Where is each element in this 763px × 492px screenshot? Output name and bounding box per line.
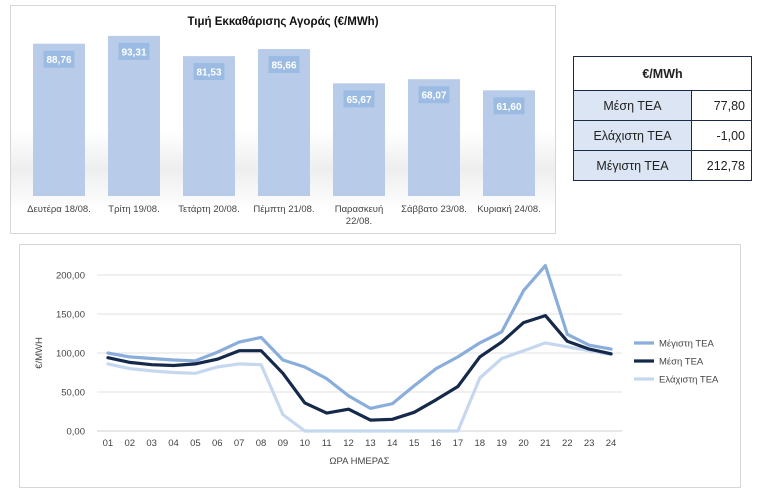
- y-tick-label: 50,00: [61, 388, 85, 399]
- x-tick-label: 04: [168, 438, 179, 449]
- x-tick-label: Τετάρτη 20/08.: [178, 204, 239, 215]
- x-tick-label: 22/08.: [346, 216, 372, 227]
- y-tick-label: 0,00: [67, 427, 86, 438]
- stats-table-header: €/MWh: [573, 56, 752, 91]
- x-tick-label: 23: [584, 438, 595, 449]
- bar-value-label-bg: [418, 86, 450, 104]
- x-tick-label: 08: [256, 438, 267, 449]
- stats-row-label: Μέση ΤΕΑ: [573, 90, 692, 121]
- x-tick-label: 03: [146, 438, 157, 449]
- stats-row-label: Μέγιστη ΤΕΑ: [573, 150, 692, 181]
- y-tick-label: 150,00: [56, 310, 85, 321]
- bar-value-label-bg: [493, 97, 525, 115]
- bar: [258, 49, 310, 196]
- x-tick-label: 17: [453, 438, 464, 449]
- series-line: [106, 313, 613, 422]
- legend-label: Ελάχιστη ΤΕΑ: [659, 375, 719, 386]
- x-tick-label: Παρασκευή: [335, 204, 384, 215]
- x-tick-label: Σάββατο 23/08.: [401, 204, 467, 215]
- x-tick-label: Κυριακή 24/08.: [477, 204, 541, 215]
- bar-value-label: 81,53: [196, 68, 221, 79]
- bar-value-label: 61,60: [496, 102, 521, 113]
- x-tick-label: 13: [365, 438, 376, 449]
- stats-row-value: 212,78: [691, 150, 752, 181]
- bar-value-label: 93,31: [121, 47, 146, 58]
- bar-chart-panel: Τιμή Εκκαθάρισης Αγοράς (€/MWh) 88,76 Δευ…: [10, 5, 556, 234]
- series-line: [106, 341, 613, 433]
- x-tick-label: 15: [409, 438, 420, 449]
- x-tick-label: 14: [387, 438, 398, 449]
- x-tick-label: 02: [125, 438, 136, 449]
- x-tick-label: 12: [343, 438, 354, 449]
- x-tick-label: 24: [606, 438, 617, 449]
- x-tick-label: 10: [300, 438, 311, 449]
- bar-value-label-bg: [268, 56, 300, 74]
- x-axis-title: ΩΡΑ ΗΜΕΡΑΣ: [329, 456, 389, 467]
- stats-row-value: -1,00: [691, 120, 752, 151]
- x-tick-label: 06: [212, 438, 223, 449]
- x-tick-label: 22: [562, 438, 573, 449]
- bar-value-label: 65,67: [346, 95, 371, 106]
- bar-value-label: 88,76: [46, 55, 71, 66]
- bar: [108, 35, 160, 196]
- x-tick-label: 16: [431, 438, 442, 449]
- x-tick-label: 21: [540, 438, 551, 449]
- bar-value-label-bg: [118, 42, 150, 60]
- stats-table: €/MWh Μέση ΤΕΑ 77,80 Ελάχιστη ΤΕΑ -1,00 …: [573, 56, 752, 181]
- x-tick-label: 19: [496, 438, 507, 449]
- y-tick-label: 100,00: [56, 349, 85, 360]
- bar-chart-svg: 88,76 Δευτέρα 18/08. 93,31 Τρίτη 19/08. 81,5…: [27, 35, 541, 227]
- x-tick-label: Πέμπτη 21/08.: [253, 204, 314, 215]
- y-axis-title: €/MWH: [34, 337, 45, 369]
- stats-row-label: Ελάχιστη ΤΕΑ: [573, 120, 692, 151]
- x-tick-label: Τρίτη 19/08.: [108, 204, 159, 215]
- x-tick-label: 01: [103, 438, 114, 449]
- legend-label: Μέση ΤΕΑ: [659, 357, 704, 368]
- x-tick-label: Δευτέρα 18/08.: [27, 204, 91, 215]
- line-chart-panel: 0,00 50,00 100,00 150,00 200,00 01 02 03 04 05 06 0…: [19, 244, 741, 488]
- x-tick-label: 11: [322, 438, 332, 449]
- stats-row-max: Μέγιστη ΤΕΑ 212,78: [573, 150, 752, 181]
- bar-value-label: 68,07: [421, 91, 446, 102]
- bar: [33, 43, 85, 196]
- line-chart-svg: 0,00 50,00 100,00 150,00 200,00 01 02 03 04 05 06 0…: [34, 264, 719, 467]
- bar-value-label-bg: [43, 50, 75, 68]
- x-tick-label: 18: [475, 438, 486, 449]
- y-tick-label: 200,00: [56, 271, 85, 282]
- x-tick-label: 05: [190, 438, 201, 449]
- bar-value-label: 85,66: [271, 61, 296, 72]
- bar-value-label-bg: [193, 63, 225, 81]
- stats-row-min: Ελάχιστη ΤΕΑ -1,00: [573, 120, 752, 151]
- series-line: [106, 264, 613, 410]
- bar-chart-title: Τιμή Εκκαθάρισης Αγοράς (€/MWh): [187, 16, 379, 28]
- x-tick-label: 07: [234, 438, 245, 449]
- x-tick-label: 09: [278, 438, 289, 449]
- legend-label: Μέγιστη ΤΕΑ: [659, 339, 715, 350]
- x-tick-label: 20: [518, 438, 529, 449]
- stats-row-mean: Μέση ΤΕΑ 77,80: [573, 90, 752, 121]
- stats-row-value: 77,80: [691, 90, 752, 121]
- bar-value-label-bg: [343, 90, 375, 108]
